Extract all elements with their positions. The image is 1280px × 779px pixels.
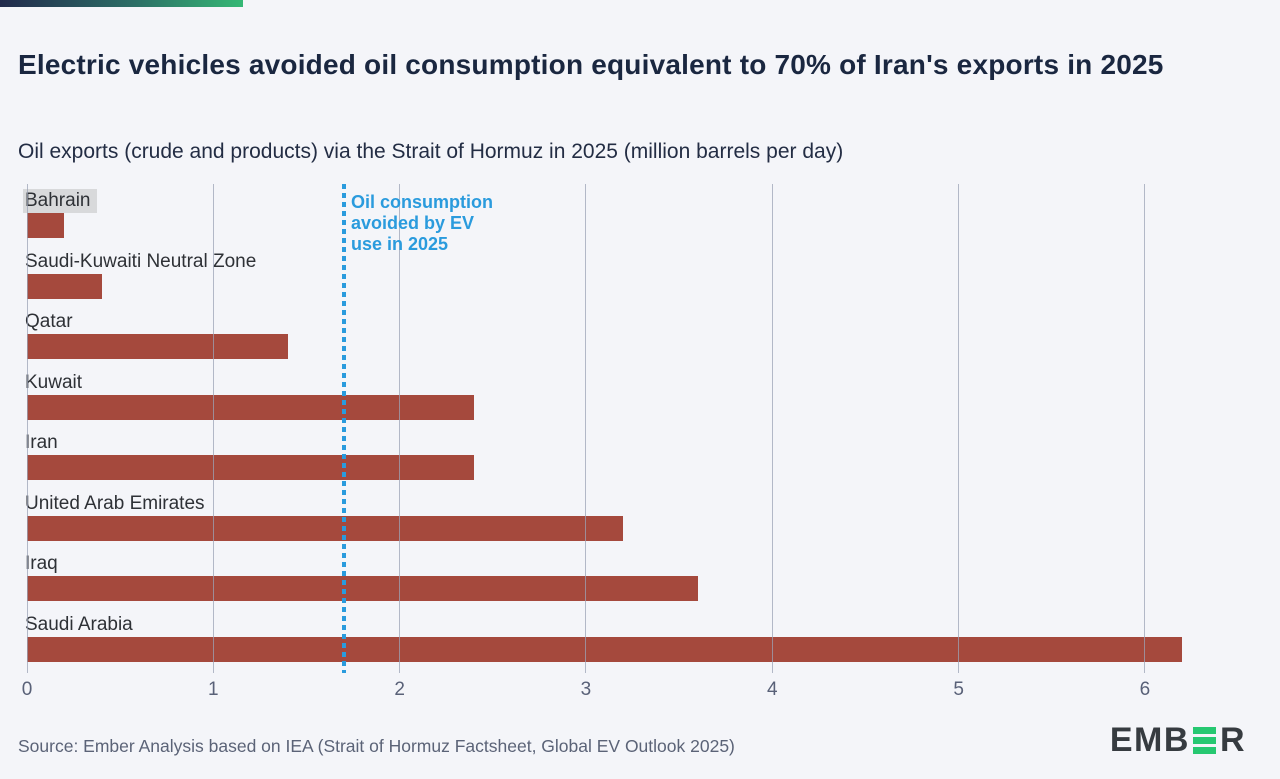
bar-iran <box>27 455 475 481</box>
bar-saudi-kuwaiti-neutral-zone <box>27 273 102 299</box>
category-label-bahrain: Bahrain <box>23 189 97 213</box>
category-label-saudi-kuwaiti-neutral-zone: Saudi-Kuwaiti Neutral Zone <box>25 250 257 272</box>
ev-avoided-reference-line <box>341 184 346 673</box>
category-label-kuwait: Kuwait <box>25 371 83 393</box>
bar-saudi-arabia <box>27 637 1183 662</box>
reference-line-label-line2: avoided by EV <box>351 213 475 233</box>
bar-qatar <box>27 334 288 360</box>
source-credit: Source: Ember Analysis based on IEA (Str… <box>18 736 735 756</box>
bar-iraq <box>27 576 698 602</box>
reference-line-label: Oil consumption avoided by EV use in 202… <box>351 192 493 255</box>
category-label-saudi-arabia: Saudi Arabia <box>25 614 133 635</box>
x-axis-tick-2: 2 <box>394 679 405 700</box>
gridline-x-2 <box>399 184 401 673</box>
x-axis-tick-6: 6 <box>1139 679 1151 700</box>
ember-logo: EMB R <box>1110 721 1246 760</box>
ember-logo-green-e-icon <box>1192 727 1216 754</box>
gridline-x-6 <box>1144 184 1146 673</box>
gridline-x-4 <box>771 184 773 673</box>
category-label-qatar: Qatar <box>25 311 73 333</box>
bar-bahrain <box>27 213 65 238</box>
category-label-iran: Iran <box>25 432 58 454</box>
page-title: Electric vehicles avoided oil consumptio… <box>18 48 1164 80</box>
x-axis-tick-3: 3 <box>580 679 592 700</box>
bar-united-arab-emirates <box>27 515 624 541</box>
x-axis-tick-0: 0 <box>21 679 33 700</box>
x-axis-tick-1: 1 <box>208 679 219 700</box>
x-axis-tick-4: 4 <box>766 679 778 700</box>
reference-line-label-line1: Oil consumption <box>351 192 493 212</box>
brand-gradient-bar <box>0 0 243 7</box>
category-label-iraq: Iraq <box>25 553 58 575</box>
bar-kuwait <box>27 394 475 420</box>
ember-logo-text-emb: EMB <box>1109 721 1190 759</box>
x-axis-tick-5: 5 <box>953 679 964 700</box>
ember-logo-text-r: R <box>1219 721 1246 759</box>
gridline-x-0 <box>26 184 28 673</box>
gridline-x-3 <box>585 184 587 673</box>
gridline-x-1 <box>212 184 214 673</box>
chart-subtitle: Oil exports (crude and products) via the… <box>18 140 844 163</box>
gridline-x-5 <box>958 184 960 673</box>
category-label-united-arab-emirates: United Arab Emirates <box>25 492 205 514</box>
bar-chart: Oil consumption avoided by EV use in 202… <box>22 184 1253 700</box>
reference-line-label-line3: use in 2025 <box>351 234 449 254</box>
